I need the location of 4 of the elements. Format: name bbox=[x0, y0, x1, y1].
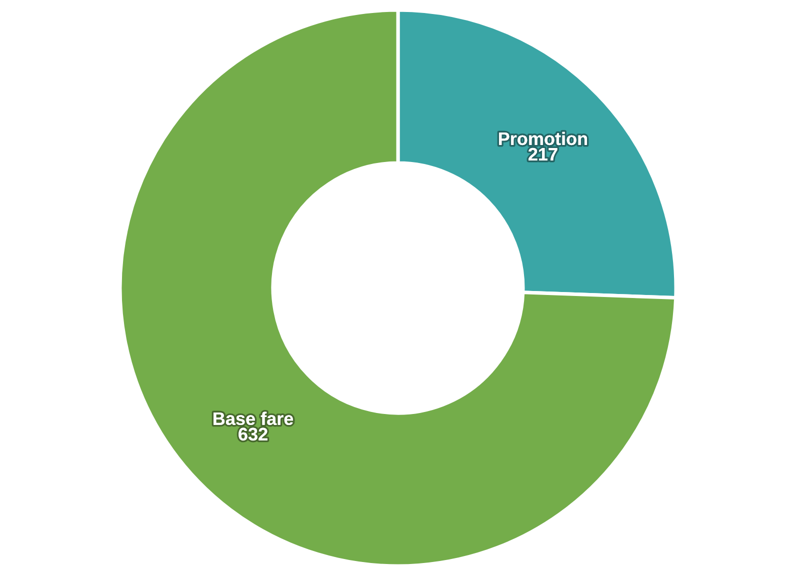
data-label: 217 bbox=[528, 148, 558, 160]
data-label: 632 bbox=[238, 428, 268, 441]
slice-label: Base fare bbox=[214, 412, 294, 426]
slice-label: Promotion bbox=[499, 132, 587, 146]
